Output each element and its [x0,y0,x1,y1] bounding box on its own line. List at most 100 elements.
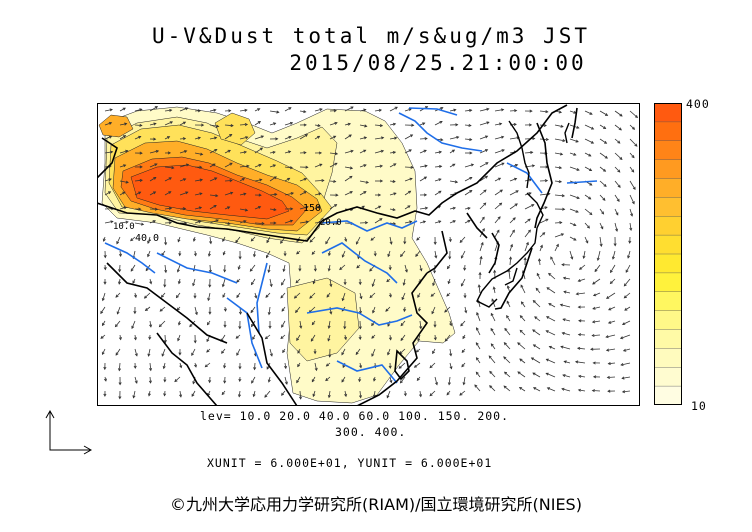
wind-vector [284,362,287,369]
wind-vector [494,162,505,168]
wind-vector-head [393,163,397,167]
wind-vector-head [625,269,629,273]
wind-vector-head [171,166,175,170]
wind-vector [403,278,406,286]
wind-vector [269,176,277,182]
wind-vector [355,348,361,355]
wind-vector-head [208,311,212,315]
wind-vector-head [153,191,157,195]
wind-vector [517,371,526,378]
wind-vector [359,149,366,154]
wind-vector-head [179,394,183,398]
wind-vector [254,179,262,182]
wind-vector [194,220,201,224]
wind-vector [404,221,412,224]
wind-vector [329,306,332,314]
wind-vector [622,376,631,379]
wind-vector [532,329,541,336]
wind-vector [614,124,622,131]
wind-vector-head [498,122,503,126]
wind-vector-head [461,364,465,368]
wind-vector-head [562,276,567,280]
wind-vector-head [272,164,277,168]
wind-vector-head [329,311,333,315]
wind-vector-head [325,378,329,382]
wind-vector-head [378,205,382,209]
wind-vector-head [207,297,211,302]
wind-vector-head [629,227,633,232]
wind-vector [299,110,306,113]
wind-vector-head [194,312,198,316]
wind-vector-head [438,178,442,182]
wind-vector-head [134,353,138,357]
wind-vector-head [201,123,205,127]
wind-vector-head [534,316,538,320]
wind-vector-head [207,253,211,257]
wind-vector-head [356,265,360,269]
wind-vector-head [389,241,393,245]
wind-vector [599,222,604,229]
wind-vector [429,390,436,396]
wind-vector [519,358,526,364]
wind-vector-head [355,351,359,356]
wind-vector [532,372,541,378]
wind-vector [250,306,256,313]
wind-vector-head [222,238,226,242]
wind-vector [373,390,376,398]
wind-vector-head [118,253,122,258]
wind-vector-head [223,324,227,328]
wind-vector-head [153,122,157,126]
wind-vector-head [562,374,566,378]
wind-vector [479,108,489,112]
wind-vector-head [159,308,163,312]
wind-vector-head [227,206,231,210]
wind-vector-head [163,379,167,383]
wind-vector-head [328,354,332,358]
wind-vector [115,292,121,298]
wind-vector [614,194,620,202]
wind-vector-head [318,151,323,155]
wind-vector [520,284,526,294]
wind-vector-head [588,196,592,200]
wind-vector [369,292,376,298]
wind-vector-head [177,338,181,342]
wind-vector-head [578,319,582,323]
wind-vector-head [321,179,325,183]
wind-vector [164,109,172,112]
wind-vector [299,206,309,210]
wind-vector [577,347,586,350]
wind-vector-head [513,122,517,127]
wind-vector-head [139,165,143,169]
wind-vector [494,136,504,140]
wind-vector-head [267,269,271,274]
wind-vector-head [177,322,181,326]
wind-vector [554,233,564,238]
wind-vector-head [175,295,179,299]
wind-vector-head [229,179,233,183]
wind-vector [194,193,202,196]
wind-vector [594,264,601,272]
wind-vector [389,151,396,154]
wind-vector [434,376,438,385]
wind-vector-head [140,222,145,226]
wind-vector [479,202,486,210]
wind-vector [449,163,456,168]
wind-vector-head [276,110,280,114]
wind-vector [578,375,586,378]
wind-vector-head [236,352,240,356]
wind-vector [599,124,606,129]
wind-vector [614,222,618,232]
wind-vector [236,292,241,298]
colorbar-band [654,216,682,236]
wind-vector-head [403,308,407,313]
wind-vector [254,292,257,299]
wind-vector-head [303,123,307,127]
wind-vector-head [163,393,167,397]
colorbar-min-label: 10 [691,399,707,413]
wind-vector [579,264,586,270]
wind-vector [205,362,211,368]
wind-vector-head [174,379,178,383]
wind-vector [569,138,579,143]
wind-vector-head [377,193,382,197]
wind-vector [569,194,580,199]
